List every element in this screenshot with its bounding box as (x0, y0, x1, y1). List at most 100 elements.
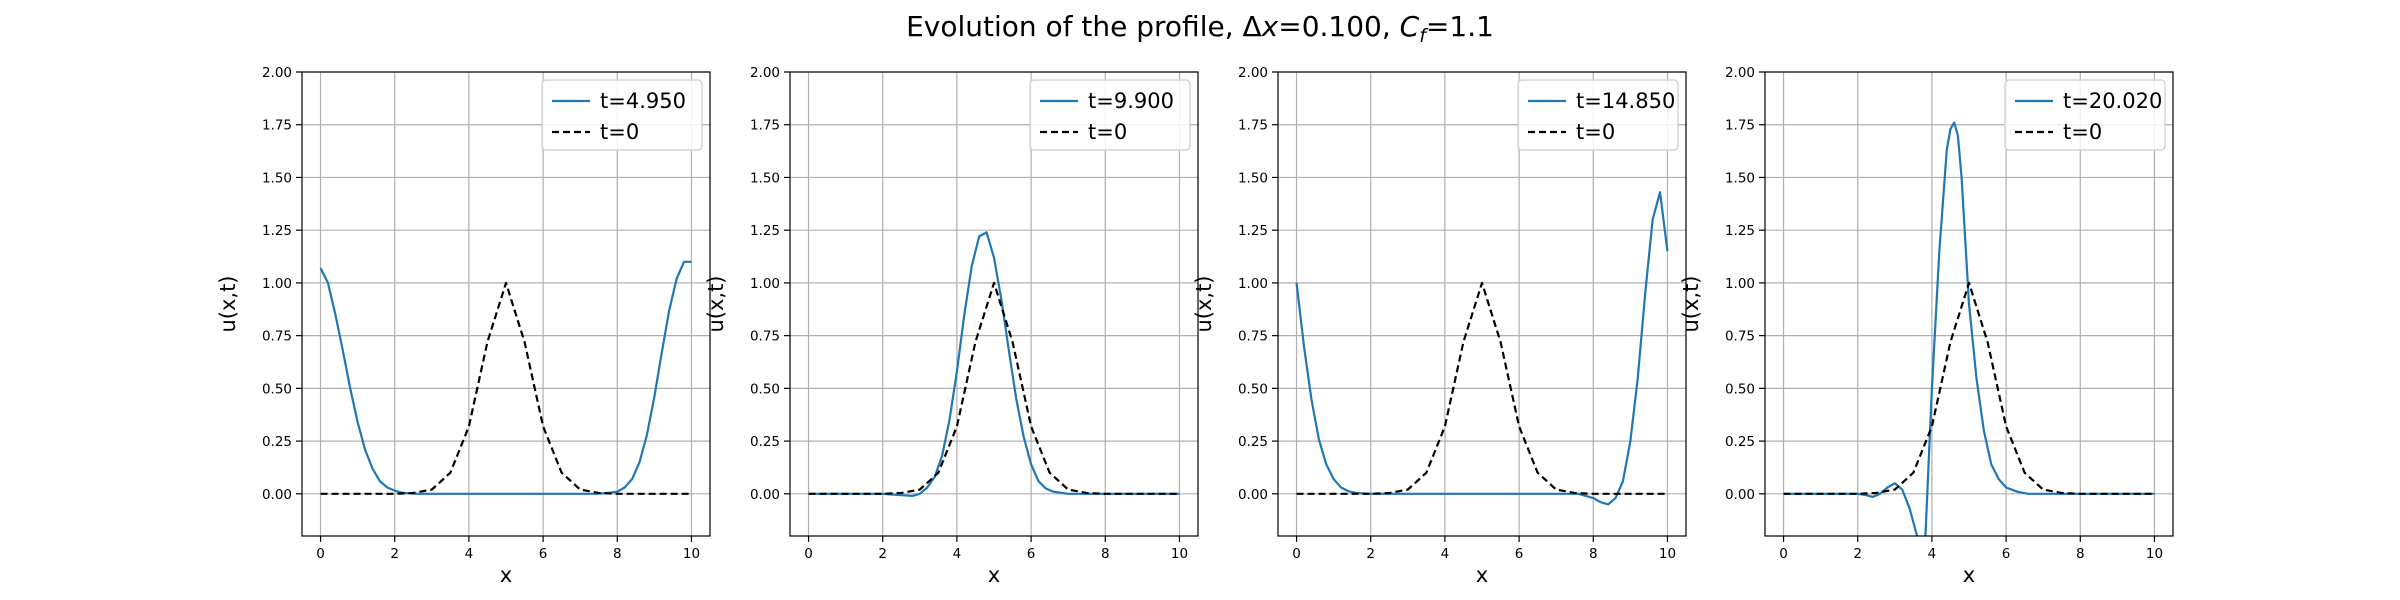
series-line-current (808, 231, 1180, 498)
x-tick-label: 6 (1027, 546, 1036, 562)
axes-frame (1277, 71, 1687, 537)
legend: t=14.850 t=0 (1517, 79, 1679, 151)
figure-title-prefix: Evolution of the profile, Δ (906, 10, 1262, 43)
x-tick-label: 8 (2076, 546, 2085, 562)
y-tick-label: 1.50 (262, 170, 292, 186)
y-tick-label: 1.25 (1725, 223, 1755, 239)
x-tick-label: 6 (1515, 546, 1524, 562)
legend-box (2004, 79, 2166, 151)
x-tick-label: 10 (1659, 546, 1676, 562)
figure-title: Evolution of the profile, Δx=0.100, Cf=1… (906, 10, 1494, 47)
series-line-initial (320, 281, 692, 495)
y-tick-label: 1.25 (750, 223, 780, 239)
x-tick-label: 4 (465, 546, 474, 562)
y-tick-label: 1.00 (1238, 276, 1268, 292)
y-tick-label: 0.00 (1238, 487, 1268, 503)
plot-area (1295, 191, 1669, 506)
y-tick-label: 1.75 (750, 118, 780, 134)
legend-label: t=0 (2063, 120, 2102, 144)
x-tick-label: 10 (1171, 546, 1188, 562)
subplot-1: 0 2 4 6 8 10 0.00 0.25 0.50 0.75 1.00 1.25 1.50 1.75 2… (216, 65, 711, 587)
series-line-initial (1783, 281, 2155, 495)
y-axis-label: u(x,t) (1192, 275, 1216, 332)
legend: t=4.950 t=0 (541, 79, 703, 151)
y-axis-label: u(x,t) (216, 275, 240, 332)
legend-label: t=0 (600, 120, 639, 144)
y-tick-label: 2.00 (1725, 65, 1755, 81)
x-tick-label: 10 (2146, 546, 2163, 562)
y-tick-label: 0.00 (1725, 487, 1755, 503)
y-tick-label: 0.50 (750, 381, 780, 397)
legend-box (1517, 79, 1679, 151)
legend-label: t=0 (1088, 120, 1127, 144)
axes-frame (301, 71, 711, 537)
y-tick-label: 0.50 (1725, 381, 1755, 397)
plot-area (808, 231, 1180, 498)
x-tick-label: 2 (1853, 546, 1862, 562)
y-tick-label: 1.75 (1725, 118, 1755, 134)
y-axis-label: u(x,t) (704, 275, 728, 332)
y-tick-label: 0.75 (1725, 329, 1755, 345)
y-tick-label: 0.00 (262, 487, 292, 503)
y-tick-label: 0.25 (750, 434, 780, 450)
x-tick-label: 2 (390, 546, 399, 562)
y-tick-label: 0.00 (750, 487, 780, 503)
subplot-3: 0 2 4 6 8 10 0.00 0.25 0.50 0.75 1.00 1.25 1.50 1.75 2… (1192, 65, 1687, 587)
y-tick-label: 1.25 (262, 223, 292, 239)
axes-frame (789, 71, 1199, 537)
figure-title-cf-sub: f (1419, 25, 1429, 47)
subplot-grid: 0 2 4 6 8 10 0.00 0.25 0.50 0.75 1.00 1.25 1.50 1.75 2… (216, 65, 2174, 587)
y-tick-label: 0.25 (1725, 434, 1755, 450)
series-line-current (1295, 191, 1669, 506)
axes-frame (1764, 71, 2174, 537)
figure-title-cf-value: =1.1 (1426, 10, 1494, 43)
legend-label: t=4.950 (600, 89, 686, 113)
y-tick-label: 2.00 (262, 65, 292, 81)
y-tick-label: 1.50 (750, 170, 780, 186)
y-tick-label: 2.00 (1238, 65, 1268, 81)
x-tick-label: 4 (1441, 546, 1450, 562)
series-line-initial (1296, 281, 1668, 495)
x-tick-label: 0 (316, 546, 325, 562)
legend: t=9.900 t=0 (1029, 79, 1191, 151)
x-tick-label: 0 (804, 546, 813, 562)
x-tick-label: 2 (878, 546, 887, 562)
y-tick-label: 1.00 (262, 276, 292, 292)
legend-label: t=20.020 (2063, 89, 2162, 113)
y-tick-label: 1.00 (1725, 276, 1755, 292)
x-axis-label: x (500, 563, 512, 587)
plot-area (1783, 121, 2155, 536)
y-tick-label: 0.25 (262, 434, 292, 450)
x-axis-label: x (1476, 563, 1488, 587)
x-tick-label: 8 (1101, 546, 1110, 562)
y-tick-label: 0.75 (1238, 329, 1268, 345)
legend-label: t=9.900 (1088, 89, 1174, 113)
x-tick-label: 8 (613, 546, 622, 562)
plot-area (319, 260, 692, 495)
y-tick-label: 0.25 (1238, 434, 1268, 450)
y-tick-label: 0.75 (750, 329, 780, 345)
x-axis-label: x (988, 563, 1000, 587)
x-axis-label: x (1963, 563, 1975, 587)
y-tick-label: 0.75 (262, 329, 292, 345)
x-tick-label: 10 (683, 546, 700, 562)
subplot-4: 0 2 4 6 8 10 0.00 0.25 0.50 0.75 1.00 1.25 1.50 1.75 2… (1679, 65, 2174, 587)
legend-label: t=14.850 (1576, 89, 1675, 113)
y-tick-label: 1.50 (1725, 170, 1755, 186)
x-tick-label: 6 (539, 546, 548, 562)
legend-label: t=0 (1576, 120, 1615, 144)
y-tick-label: 1.75 (1238, 118, 1268, 134)
y-tick-label: 0.50 (262, 381, 292, 397)
y-tick-label: 2.00 (750, 65, 780, 81)
legend: t=20.020 t=0 (2004, 79, 2166, 151)
figure-title-cf-symbol: C (1400, 10, 1420, 43)
y-tick-label: 1.75 (262, 118, 292, 134)
x-tick-label: 2 (1366, 546, 1375, 562)
figure-title-dx-symbol: x (1261, 10, 1279, 43)
x-tick-label: 8 (1589, 546, 1598, 562)
legend-box (541, 79, 703, 151)
series-line-current (1783, 121, 2155, 536)
figure-title-dx-value: =0.100, (1278, 10, 1399, 43)
y-tick-label: 1.00 (750, 276, 780, 292)
